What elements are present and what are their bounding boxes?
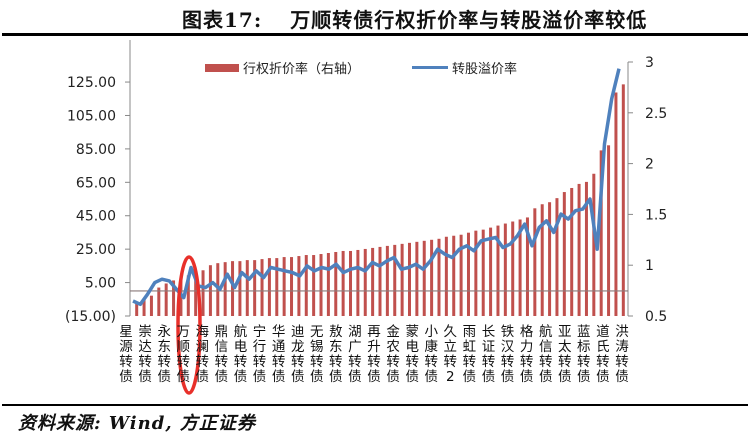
x-axis-label: 鼎信转债 (214, 324, 229, 385)
left-axis-tick: 85.00 (76, 142, 116, 158)
line-series (132, 68, 621, 307)
x-axis-label: 崇达转债 (138, 324, 152, 385)
highlight-circle-icon (176, 255, 202, 395)
x-axis-label: 航电转债 (233, 324, 248, 385)
x-axis-label: 长证转债 (481, 324, 496, 385)
left-axis-tick: 105.00 (67, 108, 116, 124)
left-axis: 125.00 105.00 85.00 65.00 45.00 25.00 5.00 (15.… (65, 40, 131, 325)
x-axis-label: 华通转债 (271, 324, 286, 385)
bar-series (135, 84, 625, 317)
figure-title-text: 万顺转债行权折价率与转股溢价率较低 (290, 8, 648, 32)
right-axis-tick: 1.5 (645, 207, 667, 223)
x-axis-label: 雨虹转债 (462, 324, 477, 385)
x-axis-label: 湖广转债 (348, 324, 362, 385)
x-axis-label: 格力转债 (519, 324, 534, 385)
legend-bar-label: 行权折价率（右轴） (243, 62, 361, 77)
right-axis-tick: 0.5 (645, 309, 667, 325)
top-rule (2, 33, 748, 36)
left-axis-tick: 5.00 (85, 276, 116, 292)
x-axis-label: 永东转债 (157, 324, 171, 385)
right-axis: 3 2.5 2 1.5 1 0.5 (627, 55, 667, 325)
left-axis-tick: 25.00 (76, 242, 116, 258)
figure-number: 图表17: (182, 8, 263, 32)
left-axis-tick: 65.00 (76, 175, 116, 191)
x-axis-label: 金农转债 (386, 324, 400, 385)
x-axis-label: 再升转债 (367, 324, 381, 385)
chart-legend: 行权折价率（右轴） 转股溢价率 (205, 58, 517, 77)
x-axis-label: 铁汉转债 (500, 324, 515, 385)
x-axis-label: 蓝标转债 (577, 324, 591, 385)
left-axis-tick: (15.00) (65, 309, 116, 325)
x-axis-label: 蒙电转债 (405, 324, 419, 385)
x-axis-label: 敖东转债 (329, 324, 343, 385)
right-axis-tick: 3 (645, 55, 654, 71)
x-axis-label: 洪涛转债 (615, 324, 629, 385)
bottom-rule (2, 404, 748, 406)
figure-title: 图表17: 万顺转债行权折价率与转股溢价率较低 (0, 4, 752, 33)
x-axis-label: 小康转债 (424, 324, 438, 385)
x-axis-label: 星源转债 (119, 324, 133, 385)
x-axis-label: 道氏转债 (596, 324, 610, 385)
x-axis-label: 万顺转债 (176, 324, 190, 385)
x-axis-label: 无锡转债 (310, 324, 324, 385)
x-axis-label: 航信转债 (538, 324, 553, 385)
legend-line-swatch-icon (412, 66, 449, 69)
x-axis-label: 海澜转债 (195, 324, 210, 385)
legend-line-label: 转股溢价率 (452, 62, 518, 77)
left-axis-tick: 45.00 (76, 209, 116, 225)
x-axis-label: 亚太转债 (558, 324, 572, 385)
x-axis-label: 宁行转债 (252, 324, 267, 385)
legend-bar-swatch-icon (205, 63, 239, 72)
right-axis-tick: 2 (645, 157, 654, 173)
left-axis-tick: 125.00 (67, 75, 116, 91)
source-note: 资料来源: Wind, 方正证券 (18, 413, 256, 434)
x-axis-label: 迪龙转债 (290, 324, 305, 385)
right-axis-tick: 1 (645, 258, 654, 274)
right-axis-tick: 2.5 (645, 106, 667, 122)
